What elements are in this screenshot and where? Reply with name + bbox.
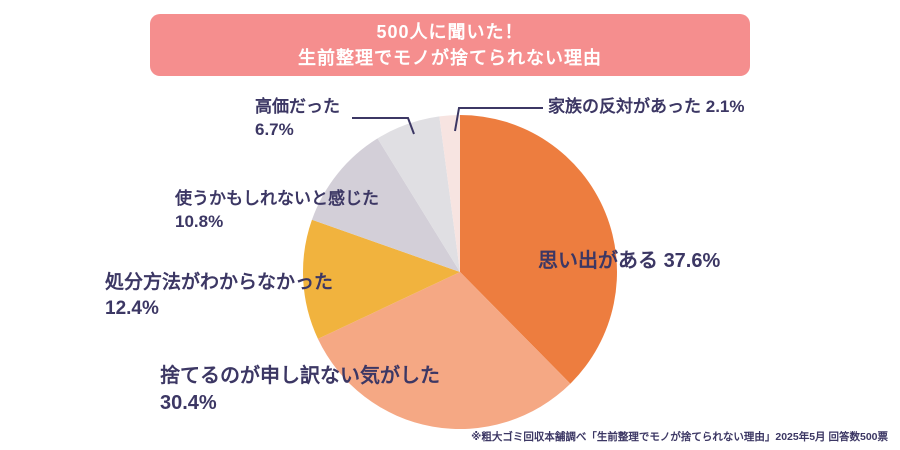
pie-slice-2 [302,219,460,339]
slice-label-pct: 37.6% [663,250,721,272]
title-line-1: 500人に聞いた！ [376,22,524,42]
slice-label-disposal-method: 処分方法がわからなかった 12.4% [105,270,333,321]
pie-slices-group [302,114,618,430]
pie-slice-4 [377,116,460,272]
slice-label-text: 高価だった [255,97,340,116]
leader-line-family-opposition [454,107,543,132]
slice-label-pct: 30.4% [160,392,217,414]
leader-line-expensive [352,117,415,135]
slice-label-memories: 思い出がある 37.6% [538,248,720,275]
slice-label-text: 思い出がある [538,250,658,272]
slice-label-might-use: 使うかもしれないと感じた 10.8% [175,188,379,234]
slice-label-text: 捨てるのが申し訳ない気がした [160,365,440,387]
slice-label-family-opposition: 家族の反対があった 2.1% [548,96,744,119]
pie-slice-3 [311,138,460,272]
slice-label-text: 使うかもしれないと感じた [175,189,379,208]
slice-label-feel-sorry: 捨てるのが申し訳ない気がした 30.4% [160,363,440,417]
slice-label-text: 家族の反対があった [548,97,701,116]
pie-slice-1 [317,272,571,430]
source-note: ※粗大ゴミ回収本舗調べ「生前整理でモノが捨てられない理由」2025年5月 回答数… [471,431,888,443]
slice-label-text: 処分方法がわからなかった [105,272,334,293]
slice-label-pct: 6.7% [255,119,294,139]
slice-label-pct: 10.8% [175,211,224,231]
slice-label-expensive: 高価だった 6.7% [255,96,340,142]
pie-slice-0 [460,115,618,384]
pie-slice-5 [439,114,460,272]
slice-label-pct: 2.1% [705,97,745,116]
slice-label-pct: 12.4% [105,297,159,319]
title-banner: 500人に聞いた！ 生前整理でモノが捨てられない理由 [150,14,750,76]
title-line-2: 生前整理でモノが捨てられない理由 [298,48,602,68]
